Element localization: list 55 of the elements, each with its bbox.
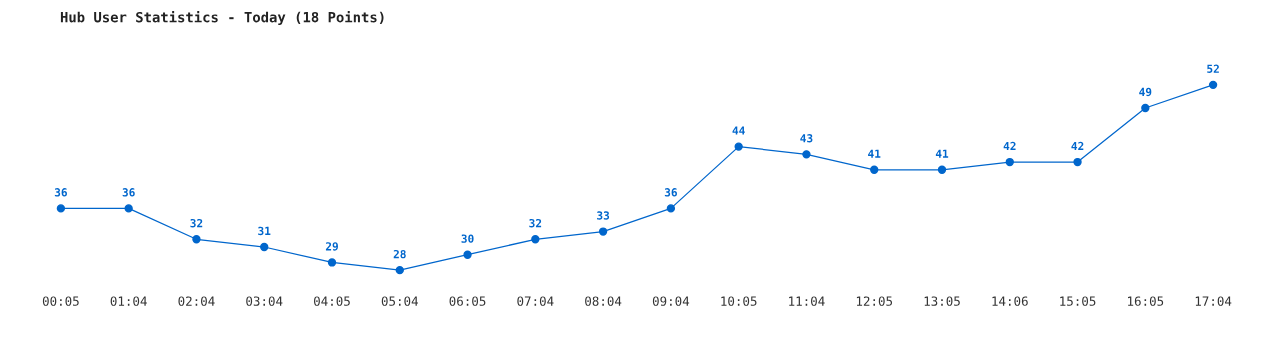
data-label: 42 xyxy=(1071,141,1084,151)
point xyxy=(1141,103,1150,113)
x-tick-label: 06:05 xyxy=(449,296,486,306)
x-tick-label: 13:05 xyxy=(924,296,960,306)
point xyxy=(734,142,743,151)
point xyxy=(1073,157,1082,167)
x-tick-label: 01:04 xyxy=(110,296,147,306)
x-tick-label: 08:04 xyxy=(585,296,622,306)
data-label: 52 xyxy=(1207,64,1219,73)
data-label: 32 xyxy=(529,219,542,228)
data-label: 36 xyxy=(122,188,135,197)
x-tick-label: 00:05 xyxy=(42,296,79,306)
data-label: 32 xyxy=(190,219,203,228)
data-label: 33 xyxy=(597,211,610,220)
point xyxy=(463,250,472,259)
point xyxy=(56,204,66,213)
point xyxy=(937,165,947,174)
x-tick-label: 02:04 xyxy=(178,296,215,306)
data-label: 41 xyxy=(935,149,949,158)
data-label: 30 xyxy=(461,234,474,243)
data-label: 42 xyxy=(1003,141,1016,151)
point xyxy=(260,242,269,252)
point xyxy=(802,150,811,159)
point xyxy=(598,227,608,236)
x-tick-label: 09:04 xyxy=(652,296,690,306)
point xyxy=(192,235,201,244)
point xyxy=(124,204,133,213)
x-tick-label: 14:06 xyxy=(992,296,1028,306)
point xyxy=(666,204,676,213)
data-label: 43 xyxy=(800,134,813,143)
point xyxy=(870,165,879,174)
data-label: 49 xyxy=(1139,87,1152,97)
point xyxy=(327,258,337,267)
data-label: 41 xyxy=(868,149,881,158)
x-tick-label: 12:05 xyxy=(856,296,893,306)
x-tick-label: 03:04 xyxy=(246,296,283,306)
data-label: 29 xyxy=(325,242,338,251)
data-label: 36 xyxy=(54,188,67,197)
x-tick-label: 16:05 xyxy=(1128,296,1164,306)
x-tick-label: 11:04 xyxy=(789,296,825,306)
point xyxy=(1208,80,1218,89)
point xyxy=(531,235,540,244)
point xyxy=(1005,157,1014,167)
data-label: 44 xyxy=(732,126,745,135)
x-tick-label: 05:04 xyxy=(381,296,418,306)
chart-title: Hub User Statistics - Today (18 Points) xyxy=(60,10,384,26)
x-tick-label: 04:05 xyxy=(314,296,350,306)
data-label: 31 xyxy=(258,226,271,236)
point xyxy=(395,266,404,275)
x-tick-label: 17:04 xyxy=(1195,296,1232,306)
x-tick-label: 10:05 xyxy=(721,296,757,306)
x-tick-label: 15:05 xyxy=(1060,296,1096,306)
x-tick-label: 07:04 xyxy=(517,296,554,306)
data-label: 28 xyxy=(393,249,406,259)
data-label: 36 xyxy=(664,188,677,197)
